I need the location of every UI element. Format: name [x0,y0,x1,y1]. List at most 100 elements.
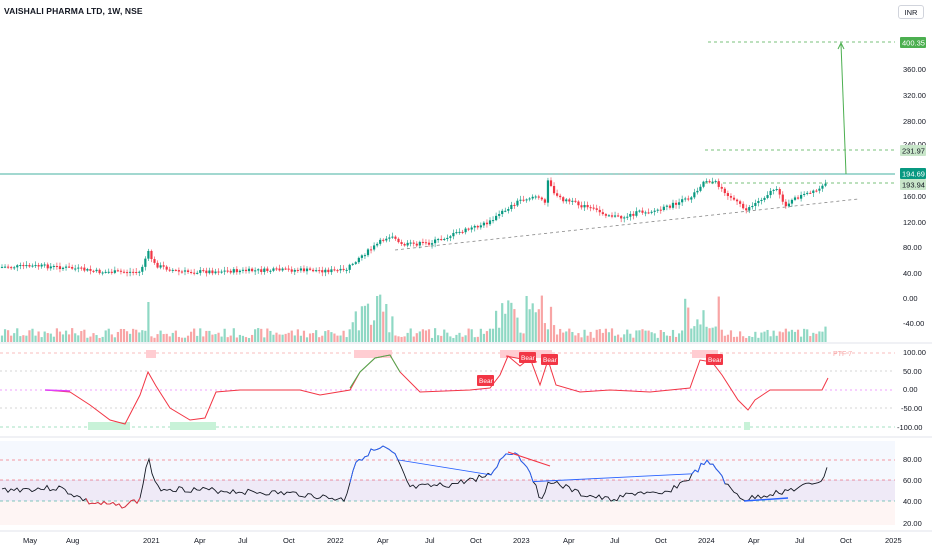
rsi-divergence-bear [507,451,551,467]
candle-body [559,195,562,198]
time-axis[interactable]: May Aug 2021 Apr Jul Oct 2022 Apr Jul Oc… [23,536,902,545]
volume-bar [632,337,635,342]
volume-bar [781,332,784,342]
osc1-axis[interactable]: 100.00 50.00 0.00 -50.00 -100.00 [897,348,926,432]
candle-body [275,268,278,270]
volume-bar [757,337,760,342]
volume-bar [473,337,476,342]
candle-body [482,222,485,226]
candle-body [610,215,614,217]
volume-bar [760,332,763,342]
volume-bar [607,332,611,342]
candle-body [437,239,440,241]
time-tick: 2024 [698,536,715,545]
candle-body [125,272,129,274]
candle-body [31,265,34,267]
projection-arrow[interactable] [840,43,847,175]
candle-body [745,208,748,211]
volume-bar [739,331,742,342]
volume-bar [641,329,644,342]
arrow-head-icon [837,41,845,50]
candle-body [766,195,769,198]
candle-body [409,242,412,244]
volume-bar [312,333,315,342]
volume-bar [421,329,424,342]
volume-bar [177,336,180,342]
candle-body [623,217,626,219]
candle-body [668,205,672,208]
volume-bar [449,336,452,342]
candle-body [546,180,550,203]
bear-label [706,354,723,365]
candle-body [806,192,809,194]
candle-body [504,210,507,212]
candle-body [147,250,150,259]
volume-bar [299,335,302,342]
svg-text:Bear: Bear [479,378,494,385]
osc1-tick: -50.00 [901,404,922,413]
time-tick: Jul [238,536,248,545]
trendline-support[interactable] [394,198,859,251]
volume-bar [485,331,489,342]
volume-bar [534,312,537,342]
volume-bar [543,323,546,342]
candle-body [525,199,528,201]
volume-bar [95,335,98,342]
volume-bar [729,330,733,342]
volume-bar [653,333,656,342]
candle-body [183,270,187,272]
volume-bar [98,337,101,342]
time-tick: 2023 [513,536,530,545]
volume-bar [510,302,513,342]
volume-bar [193,328,196,342]
volume-bar [418,331,421,342]
candle-body [421,241,424,243]
volume-bar [723,335,726,342]
candle-body [772,189,775,191]
price-tick: 360.00 [903,65,926,74]
price-axis[interactable]: 360.00 320.00 280.00 240.00 160.00 120.0… [903,65,926,328]
candle-body [751,205,754,208]
price-tick: 320.00 [903,91,926,100]
candle-body [693,192,696,198]
volume-bar [620,337,623,342]
time-tick: Jul [795,536,805,545]
candle-body [379,239,382,244]
price-tick: -40.00 [903,319,924,328]
candlesticks[interactable] [0,177,827,277]
volume-bar [83,329,86,342]
volume-bar [446,332,449,342]
volume-bar [748,336,751,342]
rsi-band [0,480,895,501]
price-tag-level [900,145,926,156]
candle-body [308,268,312,270]
candle-body [193,272,196,274]
candle-body [244,269,248,272]
rsi-axis[interactable]: 80.00 60.00 40.00 20.00 [903,455,922,528]
volume-bar [339,335,342,342]
volume-bar [467,328,470,342]
candle-body [269,270,272,272]
volume-bar [28,330,31,342]
volume-bar [488,328,492,342]
candle-body [266,268,269,271]
candle-body [16,265,19,268]
candle-body [153,259,156,263]
candle-body [247,268,251,272]
candle-body [449,236,452,238]
volume-bar [199,328,202,342]
volume-bar [440,335,443,342]
candle-body [662,206,665,211]
osc1-line-flat [44,389,71,392]
candle-body [687,198,690,200]
candle-body [135,271,138,273]
volume-bar [501,303,504,342]
currency-button[interactable]: INR [898,5,924,19]
volume-bar [821,331,824,342]
price-tags: 400.35 231.97 194.69 193.94 [900,37,926,190]
volume-bar [257,328,260,342]
volume-bar [348,329,351,342]
volume-bar [745,337,748,342]
candle-body [34,265,37,267]
